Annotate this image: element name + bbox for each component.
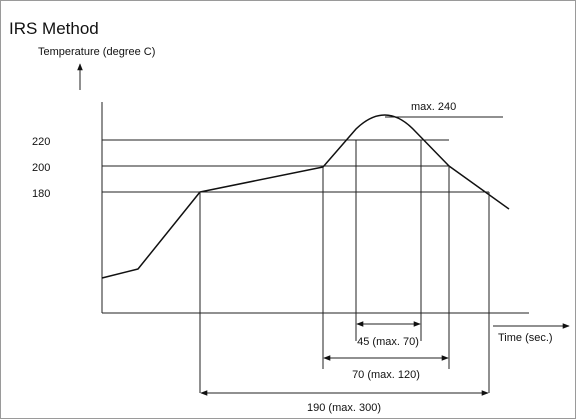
diagram-title: IRS Method bbox=[9, 19, 99, 38]
tick-label-220: 220 bbox=[32, 136, 50, 148]
tick-label-200: 200 bbox=[32, 162, 50, 174]
tick-label-180: 180 bbox=[32, 188, 50, 200]
peak-temperature-label: max. 240 bbox=[411, 101, 456, 113]
x-axis-label: Time (sec.) bbox=[498, 332, 553, 344]
duration-label-220: 45 (max. 70) bbox=[357, 336, 419, 348]
y-axis-label: Temperature (degree C) bbox=[38, 46, 155, 58]
temperature-profile-curve bbox=[101, 114, 510, 279]
duration-label-200: 70 (max. 120) bbox=[352, 369, 420, 381]
duration-label-180: 190 (max. 300) bbox=[307, 402, 381, 414]
